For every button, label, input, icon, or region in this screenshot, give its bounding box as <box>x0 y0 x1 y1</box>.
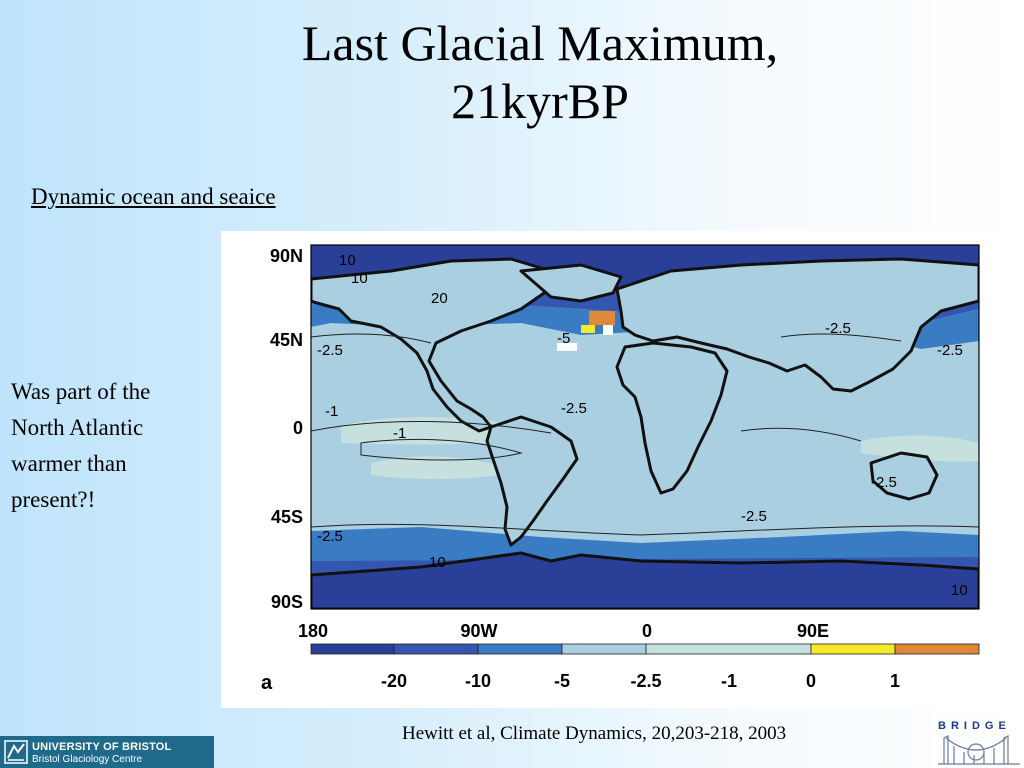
lat-label: 90N <box>270 246 303 266</box>
legend-label: -1 <box>721 671 737 691</box>
lon-label: 0 <box>642 621 652 641</box>
slide-subtitle: Dynamic ocean and seaice <box>31 184 276 209</box>
contour-label: 10 <box>951 582 968 599</box>
citation: Hewitt et al, Climate Dynamics, 20,203-2… <box>402 723 787 744</box>
university-logo-bar: UNIVERSITY OF BRISTOL Bristol Glaciology… <box>0 736 214 768</box>
legend-swatch <box>393 643 479 655</box>
contour-label: -2.5 <box>871 474 897 491</box>
bristol-crest-icon <box>4 740 28 764</box>
lat-label: 90S <box>271 592 303 612</box>
legend-swatch <box>645 643 812 655</box>
question-line-3: warmer than <box>11 451 127 476</box>
legend-label: -2.5 <box>630 671 661 691</box>
slide-title: Last Glacial Maximum, 21kyrBP <box>0 14 1024 130</box>
legend-colorbar <box>310 643 980 655</box>
lat-label: 45N <box>270 330 303 350</box>
logo-line-1: UNIVERSITY OF BRISTOL <box>32 741 172 753</box>
contour-label: 10 <box>429 554 446 571</box>
legend-swatch <box>894 643 980 655</box>
bridge-icon <box>938 735 1020 765</box>
panel-label: a <box>261 672 273 694</box>
contour-label: -2.5 <box>825 320 851 337</box>
question-text: Was part of the North Atlantic warmer th… <box>11 374 150 518</box>
contour-label: -2.5 <box>317 342 343 359</box>
legend-label: 1 <box>890 671 900 691</box>
lon-label: 90W <box>460 621 497 641</box>
contour-label: -2.5 <box>741 508 767 525</box>
map-svg: 10 10 20 -2.5 -1 -1 -2.5 -2.5 -2.5 -2.5 … <box>261 244 980 694</box>
contour-label: 10 <box>351 270 368 287</box>
contour-label: -2.5 <box>317 528 343 545</box>
question-line-4: present?! <box>11 487 96 512</box>
lat-label: 0 <box>293 418 303 438</box>
sst-anomaly-map-figure: 10 10 20 -2.5 -1 -1 -2.5 -2.5 -2.5 -2.5 … <box>221 231 1003 708</box>
legend-swatch <box>561 643 647 655</box>
legend-label: 0 <box>806 671 816 691</box>
contour-label: -2.5 <box>561 400 587 417</box>
legend-swatch <box>810 643 896 655</box>
legend-label: -5 <box>554 671 570 691</box>
lon-label: 90E <box>797 621 829 641</box>
bridge-logo-text: BRIDGE <box>938 720 1011 732</box>
contour-label: -1 <box>325 403 338 420</box>
contour-label: -1 <box>393 425 406 442</box>
contour-label: -5 <box>557 330 570 347</box>
legend-swatch <box>310 643 395 655</box>
title-line-2: 21kyrBP <box>451 73 629 129</box>
question-line-2: North Atlantic <box>11 415 144 440</box>
lat-label: 45S <box>271 507 303 527</box>
question-line-1: Was part of the <box>11 379 151 404</box>
contour-label: 20 <box>431 290 448 307</box>
bridge-logo: BRIDGE <box>934 718 1024 768</box>
contour-label: 10 <box>339 252 356 269</box>
legend-label: -10 <box>465 671 491 691</box>
logo-line-2: Bristol Glaciology Centre <box>32 754 143 765</box>
legend-label: -20 <box>381 671 407 691</box>
legend-swatch <box>477 643 563 655</box>
lon-label: 180 <box>298 621 328 641</box>
contour-label: -2.5 <box>937 342 963 359</box>
map-field <box>311 245 979 609</box>
title-line-1: Last Glacial Maximum, <box>301 15 779 71</box>
